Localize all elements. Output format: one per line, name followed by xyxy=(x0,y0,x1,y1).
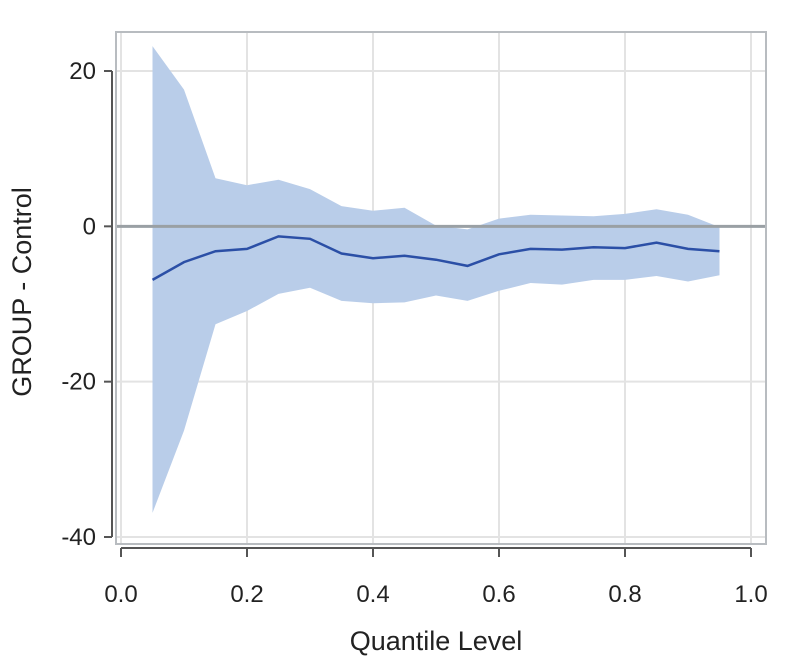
axes: 20 0 -20 -40 0.0 0.2 0.4 0.6 0.8 1.0 xyxy=(61,58,767,608)
y-tick-label: 0 xyxy=(83,213,96,240)
x-tick-label: 0.0 xyxy=(104,581,137,608)
plot-frame xyxy=(115,31,767,545)
estimate-line xyxy=(151,235,720,281)
x-tick-label: 0.8 xyxy=(608,581,641,608)
x-tick-label: 0.2 xyxy=(230,581,263,608)
y-tick-label: 20 xyxy=(69,58,96,85)
y-tick-label: -20 xyxy=(61,369,96,396)
x-axis-title: Quantile Level xyxy=(350,626,523,656)
y-tick-label: -40 xyxy=(61,524,96,551)
x-tick-label: 1.0 xyxy=(734,581,767,608)
x-tick-label: 0.4 xyxy=(356,581,389,608)
confidence-band xyxy=(152,46,720,513)
gridlines xyxy=(116,32,766,544)
x-tick-label: 0.6 xyxy=(482,581,515,608)
y-axis-title: GROUP - Control xyxy=(7,187,37,397)
